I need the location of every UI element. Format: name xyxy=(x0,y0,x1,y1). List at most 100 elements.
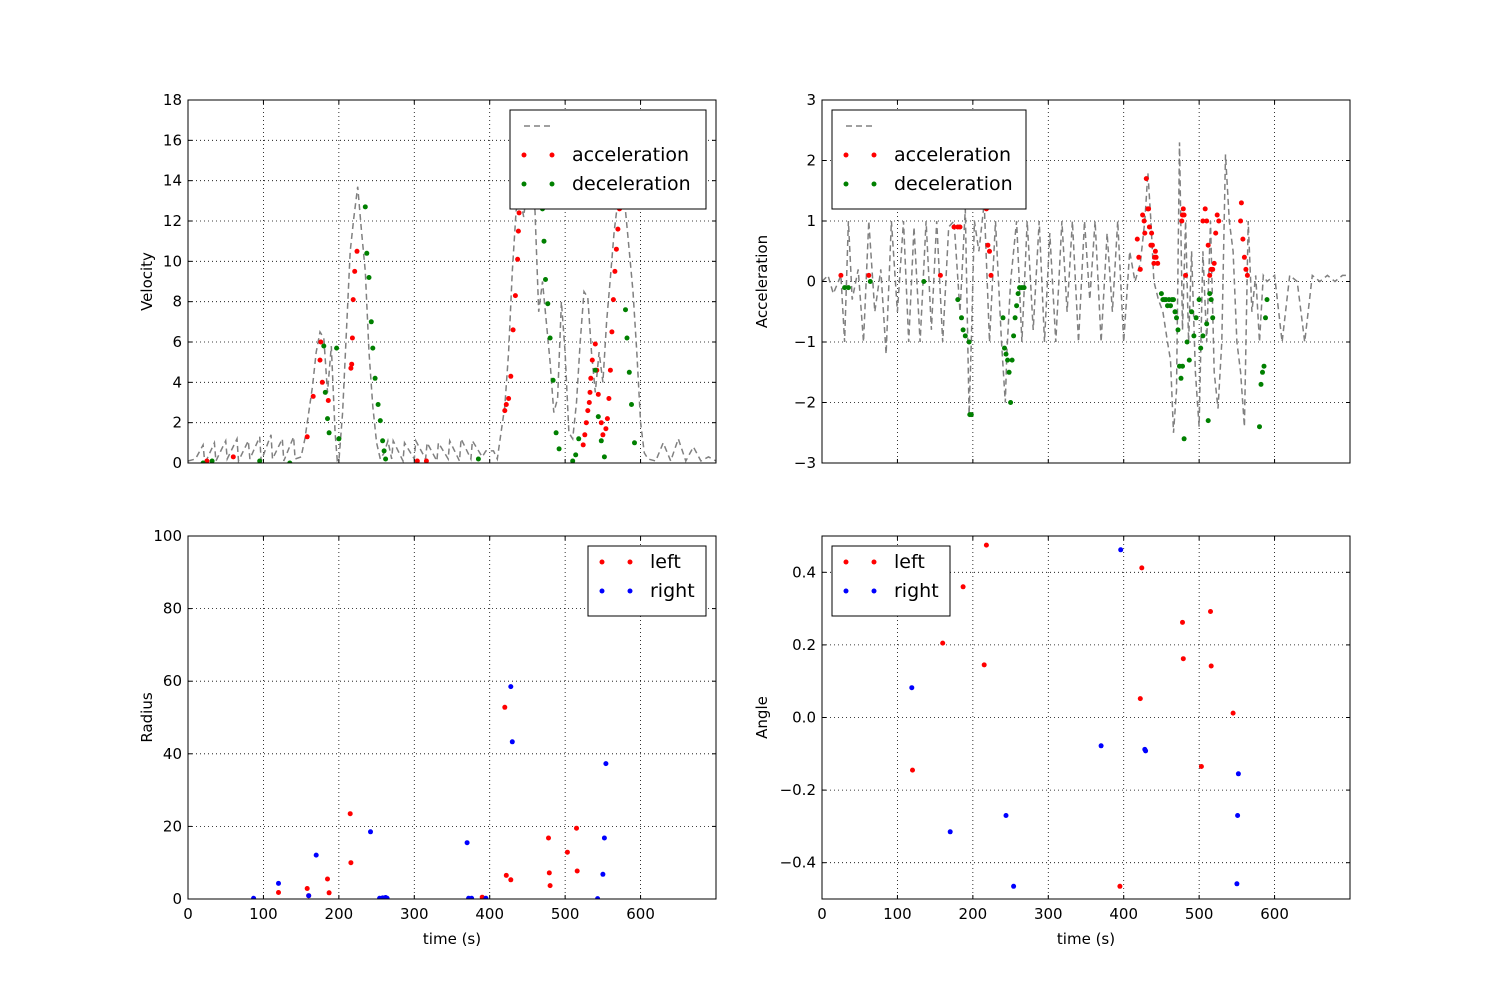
legend-label: left xyxy=(894,551,925,573)
x-tick-label: 200 xyxy=(325,905,354,923)
data-point xyxy=(1180,656,1186,662)
data-point xyxy=(626,369,632,375)
data-point xyxy=(606,396,612,401)
data-point xyxy=(1152,248,1158,254)
data-point xyxy=(364,250,370,256)
data-point xyxy=(352,268,358,274)
data-point xyxy=(1238,200,1244,206)
data-point xyxy=(1235,813,1241,818)
data-point xyxy=(1196,297,1202,303)
data-point xyxy=(1098,743,1104,749)
series-left xyxy=(910,542,1236,889)
legend-marker xyxy=(843,181,849,187)
data-point xyxy=(842,285,848,291)
x-tick-label: 500 xyxy=(1185,905,1214,923)
subplot-radius: 0 100 200 300 400 500 600 0 20 40 60 80 100 time (s) R… xyxy=(138,527,717,948)
data-point xyxy=(866,272,872,278)
data-point xyxy=(1244,272,1250,278)
data-point xyxy=(983,542,989,548)
data-point xyxy=(380,438,386,444)
data-point xyxy=(304,434,310,440)
data-point xyxy=(348,860,354,866)
y-axis-label: Radius xyxy=(138,692,156,742)
series-line xyxy=(188,173,716,463)
legend-item: right xyxy=(843,580,939,602)
data-point xyxy=(251,895,257,899)
data-point xyxy=(502,408,508,414)
x-tick-label: 500 xyxy=(551,905,580,923)
data-point xyxy=(362,204,368,210)
data-point xyxy=(960,584,966,590)
data-point xyxy=(516,210,522,216)
data-point xyxy=(600,432,606,438)
legend-marker xyxy=(521,152,527,158)
data-point xyxy=(483,895,489,899)
legend-label: acceleration xyxy=(894,144,1011,166)
data-point xyxy=(381,448,387,454)
y-tick-label: −2 xyxy=(794,394,816,412)
data-point xyxy=(592,367,598,373)
data-point xyxy=(209,458,215,463)
x-tick-label: 600 xyxy=(1260,905,1289,923)
data-point xyxy=(546,835,551,841)
data-point xyxy=(1204,218,1210,224)
data-point xyxy=(587,389,593,395)
legend-marker xyxy=(871,559,877,565)
legend: acceleration deceleration xyxy=(831,109,1027,210)
data-point xyxy=(1211,260,1217,266)
data-point xyxy=(304,886,310,891)
data-point xyxy=(1003,351,1009,357)
data-point xyxy=(1012,315,1018,321)
data-point xyxy=(321,343,327,349)
x-axis-label: time (s) xyxy=(1057,930,1115,948)
grid-lines xyxy=(822,536,1350,899)
data-point xyxy=(1264,297,1270,303)
y-tick-label: 80 xyxy=(163,600,182,618)
legend-marker xyxy=(549,181,555,187)
data-point xyxy=(962,333,968,339)
data-point xyxy=(601,454,607,460)
series-acceleration xyxy=(838,176,1250,278)
data-point xyxy=(1153,254,1159,260)
data-point xyxy=(372,375,378,381)
series-trace xyxy=(188,173,716,463)
data-point xyxy=(1189,309,1195,315)
series-line xyxy=(822,142,1350,433)
data-point xyxy=(317,357,323,363)
data-point xyxy=(1015,291,1021,297)
grid-lines xyxy=(188,536,716,899)
data-point xyxy=(603,426,609,432)
data-point xyxy=(543,277,548,282)
data-point xyxy=(1180,206,1186,212)
data-point xyxy=(509,739,515,745)
legend-marker xyxy=(843,152,849,158)
data-point xyxy=(200,460,206,463)
data-point xyxy=(968,412,974,418)
y-tick-label: 2 xyxy=(806,152,816,170)
series-right xyxy=(909,547,1241,889)
data-point xyxy=(1011,333,1017,339)
data-point xyxy=(1174,315,1179,321)
data-point xyxy=(1191,333,1197,339)
subplot-velocity: 0 2 4 6 8 10 12 14 16 18 Velocity acceleration decel… xyxy=(138,91,717,472)
data-point xyxy=(257,458,263,463)
data-point xyxy=(1180,363,1185,369)
data-point xyxy=(368,319,374,325)
legend-box xyxy=(831,545,951,617)
plot-data xyxy=(822,142,1350,442)
data-point xyxy=(349,335,355,341)
x-tick-label: 0 xyxy=(183,905,193,923)
x-tick-label: 400 xyxy=(475,905,504,923)
data-point xyxy=(570,458,576,463)
legend-marker xyxy=(627,588,633,594)
legend-marker xyxy=(843,559,849,565)
legend-label: left xyxy=(650,551,681,573)
data-point xyxy=(354,248,360,254)
data-point xyxy=(1143,748,1149,754)
plot-data xyxy=(188,173,716,463)
series-deceleration xyxy=(200,204,637,463)
data-point xyxy=(1204,321,1210,327)
data-point xyxy=(580,442,586,448)
legend: left right xyxy=(587,545,707,617)
